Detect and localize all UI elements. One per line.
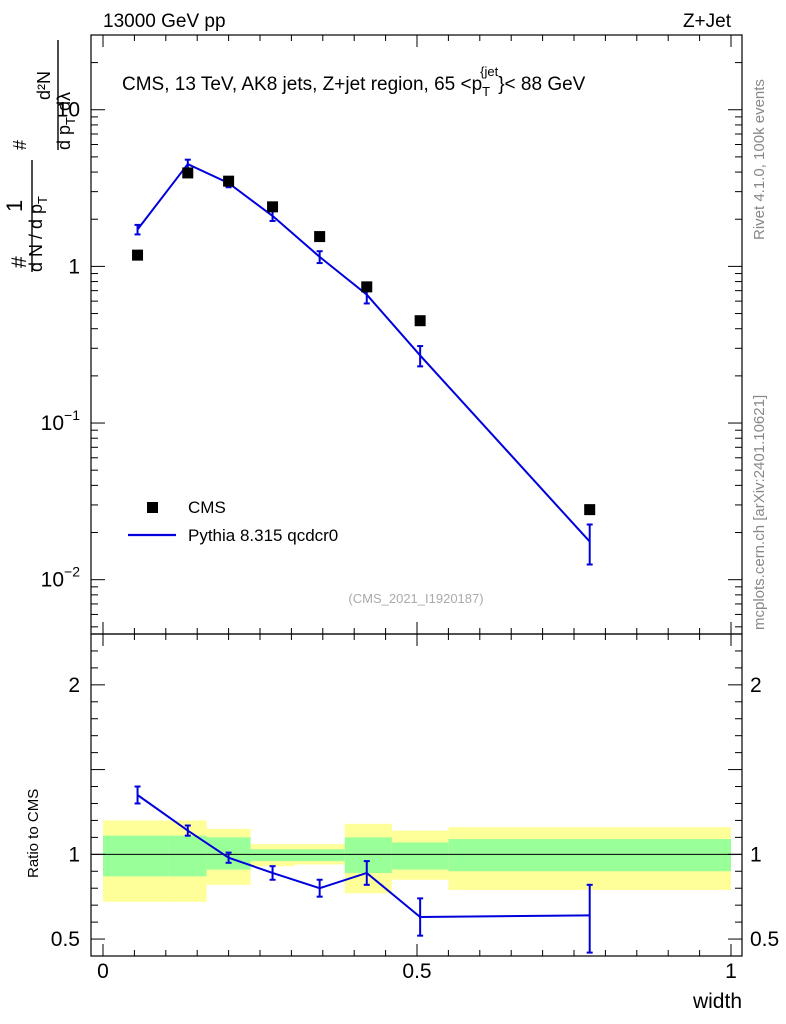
legend-cms-label: CMS xyxy=(188,498,226,517)
x-tick-label: 0 xyxy=(97,960,109,983)
cms-data-point xyxy=(361,281,373,293)
legend-mc-label: Pythia 8.315 qcdcr0 xyxy=(188,526,338,545)
ratio-band-inner xyxy=(448,839,731,872)
top-y-tick-label: 10−2 xyxy=(41,564,81,592)
top-y-tick-label: 10−1 xyxy=(41,407,81,435)
svg-text:1: 1 xyxy=(2,200,27,212)
series xyxy=(132,158,596,954)
cms-data-point xyxy=(132,249,144,261)
ratio-ylabel: Ratio to CMS xyxy=(25,789,42,878)
ratio-band-inner xyxy=(344,837,392,873)
side-label-lower: mcplots.cern.ch [arXiv:2401.10621] xyxy=(751,395,768,630)
ylabel-denominator: d N / d pT xyxy=(26,196,50,272)
cms-data-point xyxy=(267,201,279,213)
x-tick-label: 0.5 xyxy=(402,960,431,983)
x-tick-label: 1 xyxy=(725,960,737,983)
panel-title: CMS, 13 TeV, AK8 jets, Z+jet region, 65 … xyxy=(122,64,586,99)
ylabel-right-denominator: d pTdλ xyxy=(54,92,78,150)
svg-text:#: # xyxy=(8,256,31,268)
top-ylabel: # d N / d pT 1 # d pTdλ d²N xyxy=(2,40,78,272)
ratio-band-inner xyxy=(168,835,207,877)
cms-data-point xyxy=(182,167,194,179)
cms-data-point xyxy=(584,504,596,516)
header-right: Z+Jet xyxy=(683,11,732,32)
svg-text:d²N: d²N xyxy=(34,71,54,100)
mc-line xyxy=(136,162,591,543)
top-y-tick-label: 1 xyxy=(68,255,80,278)
ratio-bands xyxy=(103,820,731,902)
header-left: 13000 GeV pp xyxy=(103,11,226,32)
side-label-upper: Rivet 4.1.0, 100k events xyxy=(751,79,768,240)
ratio-band-inner xyxy=(391,842,449,870)
ratio-y-tick-label-left: 2 xyxy=(68,674,80,697)
cms-data-point xyxy=(223,175,235,187)
cms-data-point xyxy=(414,315,426,327)
ratio-band-inner xyxy=(103,835,169,877)
analysis-watermark: (CMS_2021_I1920187) xyxy=(348,591,483,606)
cms-data-point xyxy=(314,231,326,243)
ratio-y-tick-label-right: 0.5 xyxy=(750,928,779,951)
axis-ticks: 0 0.5 1 10 1 10−1 10−2 2 2 1 1 0.5 0.5 xyxy=(41,34,779,983)
ratio-y-tick-label-left: 0.5 xyxy=(51,928,80,951)
ratio-panel-frame xyxy=(90,633,743,957)
ratio-band-inner xyxy=(294,849,345,862)
ratio-y-tick-label-left: 1 xyxy=(68,843,80,866)
top-y-tick-label: 10 xyxy=(57,99,80,122)
x-axis-label: width xyxy=(692,990,742,1013)
legend-cms-marker xyxy=(147,502,158,513)
ratio-mc-line xyxy=(136,794,590,919)
legend: CMS Pythia 8.315 qcdcr0 xyxy=(128,498,338,545)
ratio-band-inner xyxy=(250,849,295,862)
ratio-y-tick-label-right: 2 xyxy=(750,674,762,697)
svg-text:#: # xyxy=(10,140,30,150)
ratio-y-tick-label-right: 1 xyxy=(750,843,762,866)
